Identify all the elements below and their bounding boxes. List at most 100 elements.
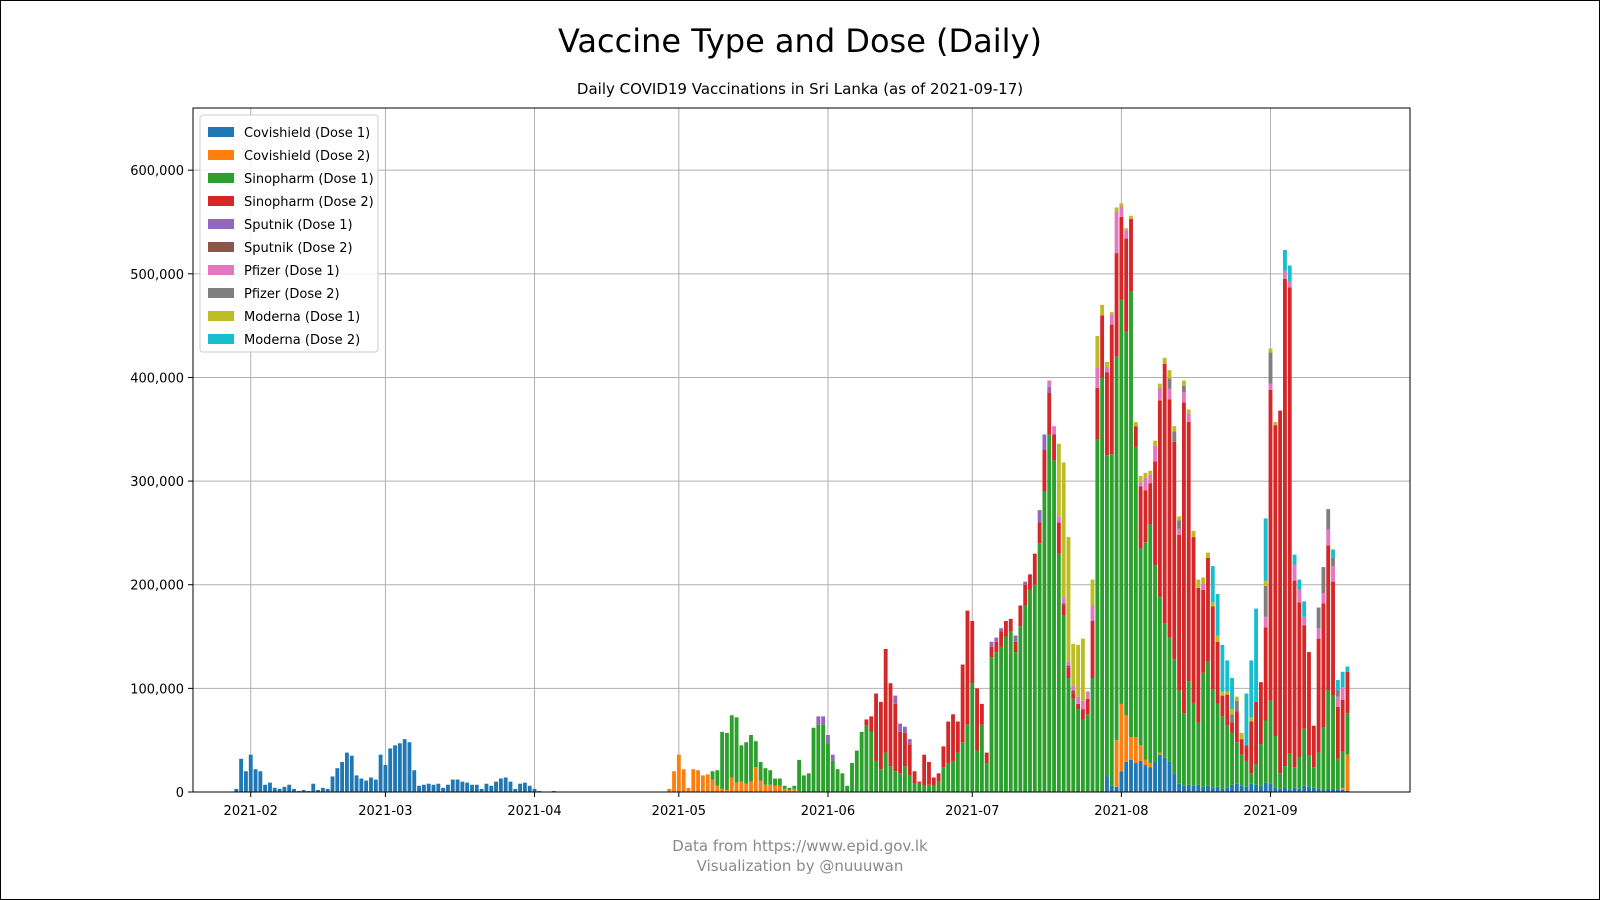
bar-segment xyxy=(749,781,753,792)
bar-segment xyxy=(700,775,705,792)
bar-segment xyxy=(1302,616,1307,626)
bar-segment xyxy=(979,703,984,725)
bar-segment xyxy=(720,731,725,789)
bar-segment xyxy=(1177,534,1182,691)
bar-segment xyxy=(960,742,965,792)
bar-segment xyxy=(1061,605,1066,616)
bar-segment xyxy=(1244,745,1249,761)
bar-segment xyxy=(1345,671,1350,714)
bar-segment xyxy=(1181,385,1186,392)
bar-segment xyxy=(782,785,787,789)
bar-segment xyxy=(1153,440,1157,446)
bar-segment xyxy=(1133,446,1138,738)
legend-swatch xyxy=(208,334,234,344)
bar-segment xyxy=(1206,557,1210,662)
bar-segment xyxy=(777,778,782,786)
bar-segment xyxy=(1028,574,1032,590)
bar-segment xyxy=(296,790,301,792)
bar-segment xyxy=(378,754,383,792)
bar-segment xyxy=(1181,391,1186,403)
bar-segment xyxy=(821,724,826,792)
bar-segment xyxy=(955,752,960,792)
bar-segment xyxy=(874,693,878,761)
bar-segment xyxy=(1321,567,1326,594)
bar-segment xyxy=(1023,584,1028,606)
bar-segment xyxy=(513,788,518,792)
footer: Data from https://www.epid.gov.lk Visual… xyxy=(0,836,1600,876)
bar-segment xyxy=(1239,785,1244,792)
legend-swatch xyxy=(208,127,234,137)
bar-segment xyxy=(1162,623,1167,758)
bar-segment xyxy=(922,754,927,786)
bar-segment xyxy=(773,785,777,792)
bar-segment xyxy=(1119,203,1124,207)
bar-segment xyxy=(1047,393,1052,435)
bar-segment xyxy=(1148,767,1153,792)
bar-segment xyxy=(1258,785,1263,792)
bar-segment xyxy=(1071,685,1076,691)
legend-label: Covishield (Dose 2) xyxy=(244,149,370,164)
bar-segment xyxy=(1177,690,1182,784)
bar-segment xyxy=(917,781,922,784)
bar-segment xyxy=(551,790,556,792)
y-tick-label: 200,000 xyxy=(130,579,184,594)
bar-segment xyxy=(1335,690,1340,697)
x-tick-label: 2021-03 xyxy=(358,804,412,819)
bar-segment xyxy=(1287,287,1292,754)
bar-segment xyxy=(1052,434,1056,461)
bar-segment xyxy=(253,769,258,792)
bar-segment xyxy=(1037,510,1042,523)
bar-segment xyxy=(1018,626,1023,792)
bar-segment xyxy=(1249,773,1254,784)
bar-segment xyxy=(1004,636,1008,792)
bar-segment xyxy=(864,725,869,792)
bar-segment xyxy=(830,760,835,792)
bar-segment xyxy=(970,683,975,792)
bar-segment xyxy=(1109,454,1114,786)
bar-segment xyxy=(1066,661,1071,666)
bar-segment xyxy=(1273,736,1278,788)
bar-segment xyxy=(1167,388,1172,400)
bar-segment xyxy=(1326,788,1331,792)
y-tick-label: 300,000 xyxy=(130,475,184,490)
bar-segment xyxy=(1090,579,1095,606)
bar-segment xyxy=(407,742,412,792)
bar-segment xyxy=(1340,789,1345,792)
bar-segment xyxy=(1071,643,1076,686)
bar-segment xyxy=(1080,638,1085,701)
bar-segment xyxy=(1210,566,1215,603)
bar-segment xyxy=(1230,714,1234,723)
bar-segment xyxy=(941,746,946,768)
bar-segment xyxy=(1335,758,1340,790)
bar-segment xyxy=(1095,387,1100,440)
bar-segment xyxy=(1124,228,1129,231)
bar-segment xyxy=(787,789,792,792)
bar-segment xyxy=(816,724,821,792)
bar-segment xyxy=(1206,552,1210,558)
bar-segment xyxy=(1263,782,1268,792)
bar-segment xyxy=(1230,784,1234,792)
bar-segment xyxy=(1061,462,1066,598)
bar-segment xyxy=(1268,383,1273,390)
bar-segment xyxy=(869,716,874,732)
bar-segment xyxy=(1263,518,1268,581)
bar-segment xyxy=(1119,703,1124,772)
chart-subtitle: Daily COVID19 Vaccinations in Sri Lanka … xyxy=(576,80,1024,98)
bar-segment xyxy=(1143,542,1148,760)
bar-segment xyxy=(1331,549,1335,558)
bar-segment xyxy=(1056,553,1061,792)
bar-segment xyxy=(1109,324,1114,455)
bar-segment xyxy=(1335,707,1340,759)
bar-segment xyxy=(383,765,388,792)
bar-segment xyxy=(1013,641,1018,653)
bar-segment xyxy=(1191,785,1196,792)
bar-segment xyxy=(1004,621,1008,637)
bar-segment xyxy=(455,779,460,792)
bar-segment xyxy=(1220,695,1225,717)
bar-segment xyxy=(1292,554,1297,566)
bar-segment xyxy=(859,731,864,792)
bar-segment xyxy=(1292,787,1297,792)
bar-segment xyxy=(1138,745,1143,761)
bar-segment xyxy=(1206,785,1210,792)
bar-segment xyxy=(1167,378,1172,389)
